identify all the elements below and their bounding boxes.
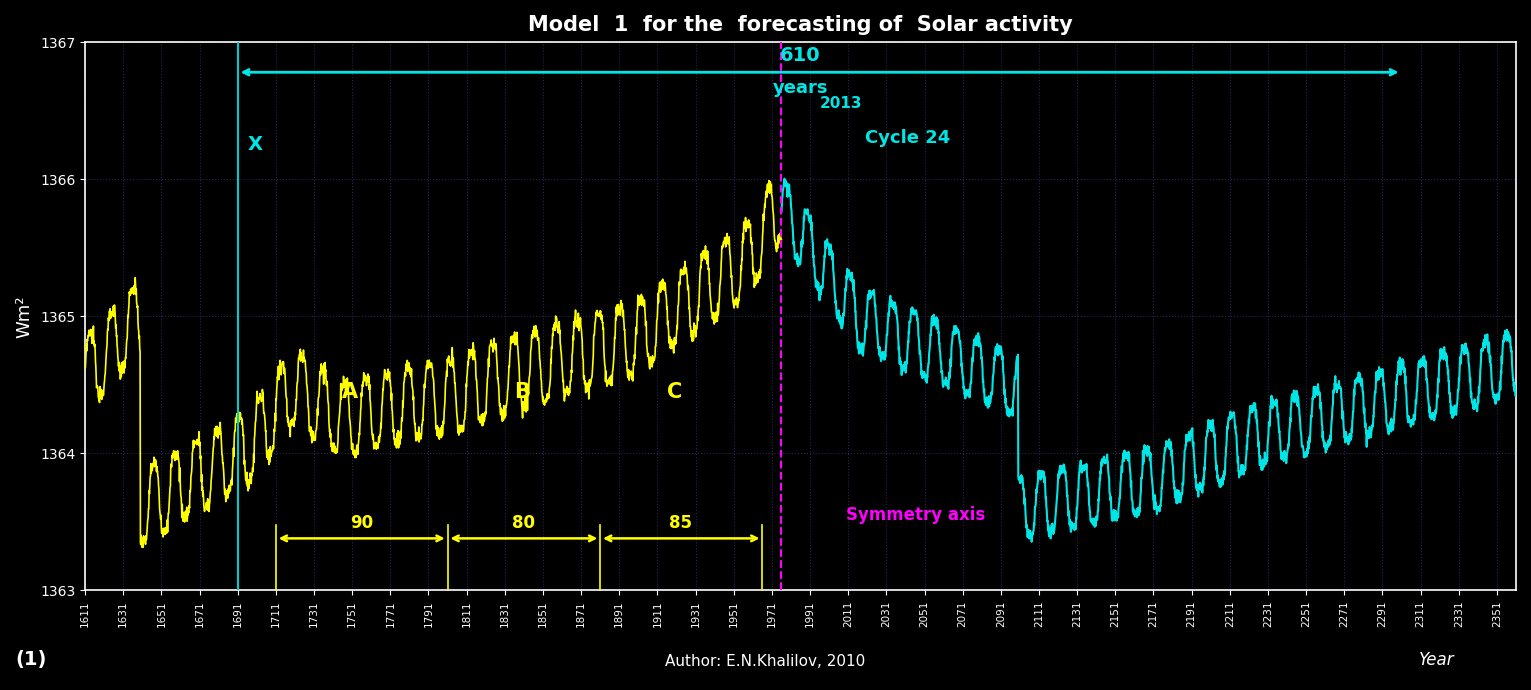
Text: A: A — [343, 382, 358, 402]
Y-axis label: Wm²: Wm² — [15, 295, 34, 337]
Text: B: B — [514, 382, 530, 402]
Text: Symmetry axis: Symmetry axis — [847, 506, 986, 524]
Text: X: X — [246, 135, 262, 155]
Text: (1): (1) — [15, 650, 46, 669]
Text: 90: 90 — [351, 513, 374, 531]
Title: Model  1  for the  forecasting of  Solar activity: Model 1 for the forecasting of Solar act… — [528, 15, 1073, 35]
Text: 80: 80 — [513, 513, 536, 531]
Text: Cycle 24: Cycle 24 — [865, 129, 951, 147]
Text: C: C — [668, 382, 683, 402]
Text: years: years — [773, 79, 828, 97]
Text: 2013: 2013 — [819, 97, 862, 111]
Text: 85: 85 — [669, 513, 692, 531]
Text: 610: 610 — [781, 46, 821, 66]
Text: Author: E.N.Khalilov, 2010: Author: E.N.Khalilov, 2010 — [666, 654, 865, 669]
Text: Year: Year — [1419, 651, 1454, 669]
